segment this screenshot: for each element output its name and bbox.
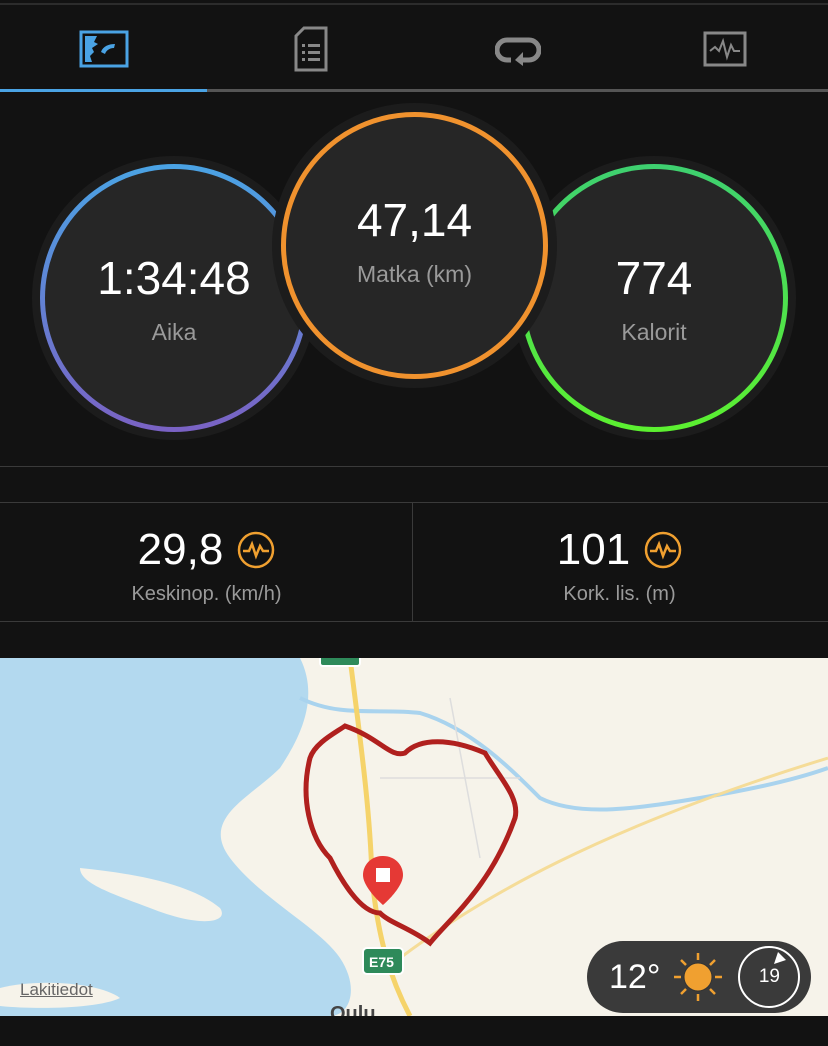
- divider: [0, 466, 828, 467]
- city-label: Oulu: [330, 1003, 376, 1016]
- sun-icon: [674, 953, 723, 1001]
- time-label: Aika: [151, 318, 197, 345]
- elevation-stat[interactable]: 101 Kork. lis. (m): [413, 503, 826, 621]
- overview-icon: [79, 30, 128, 68]
- map-canvas: [0, 658, 828, 1016]
- details-icon: [294, 26, 327, 72]
- chart-pulse-icon: [644, 531, 682, 569]
- divider: [0, 621, 828, 622]
- metric-circles: 1:34:48 Aika 774 Kalorit 47,14 Matka (km…: [0, 92, 828, 466]
- divider: [412, 503, 413, 621]
- tab-overview[interactable]: [0, 5, 207, 93]
- road-label: E75: [369, 954, 394, 970]
- distance-metric[interactable]: 47,14 Matka (km): [281, 112, 548, 379]
- calories-value: 774: [615, 251, 693, 304]
- calories-label: Kalorit: [621, 318, 687, 345]
- temperature: 12°: [609, 957, 661, 996]
- elevation-label: Kork. lis. (m): [563, 583, 676, 605]
- distance-value: 47,14: [356, 194, 473, 246]
- tab-indicator: [0, 89, 828, 92]
- wind-speed: 19: [758, 966, 780, 987]
- laps-icon: [494, 37, 541, 66]
- wind-direction-icon: [774, 952, 787, 964]
- calories-metric[interactable]: 774 Kalorit: [520, 164, 788, 432]
- chart-pulse-icon: [238, 531, 275, 569]
- avg-speed-label: Keskinop. (km/h): [131, 583, 282, 605]
- charts-icon: [703, 31, 746, 67]
- tab-bar: [0, 5, 828, 93]
- tab-charts[interactable]: [621, 5, 828, 93]
- legal-link[interactable]: Lakitiedot: [20, 980, 93, 999]
- avg-speed-value: 29,8: [137, 525, 224, 574]
- time-metric[interactable]: 1:34:48 Aika: [40, 164, 308, 432]
- distance-label: Matka (km): [357, 261, 472, 287]
- tab-laps[interactable]: [414, 5, 621, 93]
- tab-details[interactable]: [207, 5, 414, 93]
- divider: [0, 502, 828, 503]
- avg-speed-stat[interactable]: 29,8 Keskinop. (km/h): [0, 503, 413, 621]
- elevation-value: 101: [556, 525, 631, 574]
- time-value: 1:34:48: [97, 251, 251, 304]
- weather-badge: 12° 19: [587, 941, 811, 1013]
- top-divider: [0, 3, 828, 5]
- wind-indicator: 19: [738, 946, 801, 1008]
- route-line: [303, 723, 519, 947]
